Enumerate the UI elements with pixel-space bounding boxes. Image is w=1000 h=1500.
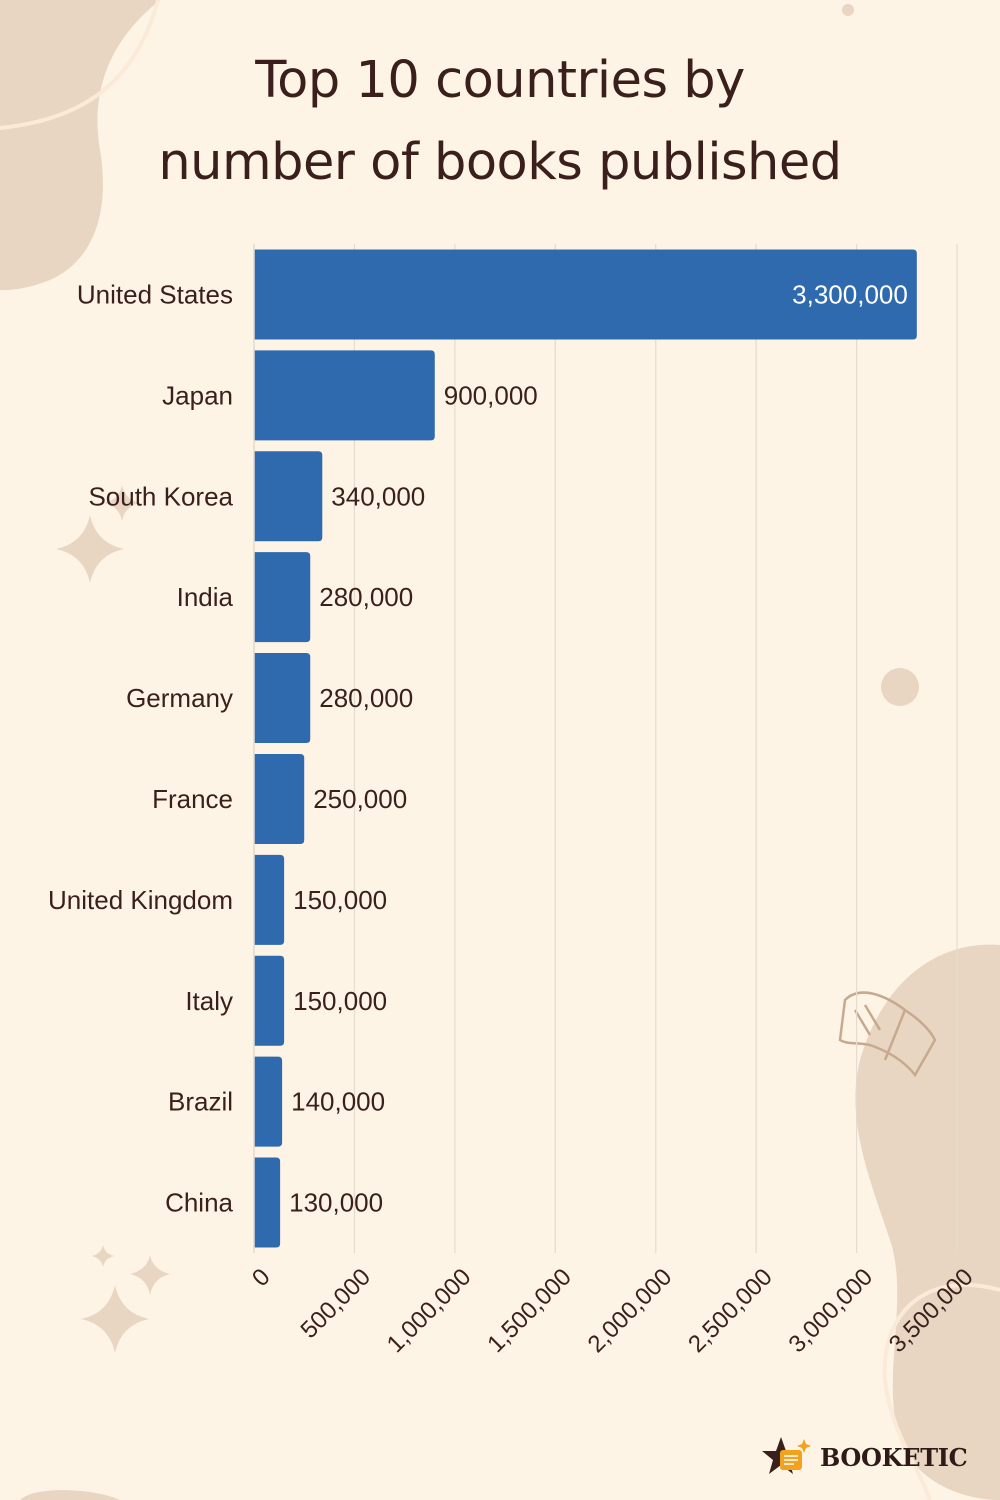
sparkle-icon-left (56, 485, 140, 583)
category-label: Italy (185, 986, 233, 1016)
data-label: 150,000 (293, 885, 387, 915)
data-label: 130,000 (289, 1188, 383, 1218)
category-label: India (177, 582, 234, 612)
chart-title: Top 10 countries by number of books publ… (0, 40, 1000, 204)
bar (254, 955, 285, 1046)
data-label: 900,000 (444, 380, 538, 410)
chart-title-line-1: Top 10 countries by (255, 51, 745, 110)
bottom-left-blob (20, 1490, 120, 1500)
book-icon-decoration (838, 991, 937, 1078)
category-label: South Korea (88, 481, 233, 511)
bottom-right-blob (855, 944, 1000, 1500)
data-label: 340,000 (331, 481, 425, 511)
bar (254, 1157, 281, 1248)
category-label: Germany (126, 683, 233, 713)
data-label: 150,000 (293, 986, 387, 1016)
bar (254, 653, 311, 744)
star-book-icon (762, 1437, 811, 1474)
bar (254, 451, 323, 542)
bottom-right-arc-line (882, 1282, 1000, 1500)
bar (254, 552, 311, 643)
decorative-dot (881, 668, 919, 706)
category-label: United States (77, 279, 233, 309)
category-label: Brazil (168, 1087, 233, 1117)
x-tick-label: 500,000 (296, 1263, 376, 1343)
bar (254, 854, 285, 945)
data-label: 280,000 (319, 582, 413, 612)
brand-logo: BOOKETIC (762, 1435, 968, 1479)
x-tick-label: 1,000,000 (382, 1263, 477, 1358)
chart-title-line-2: number of books published (158, 133, 842, 192)
x-tick-label: 2,000,000 (583, 1263, 678, 1358)
category-label: France (152, 784, 233, 814)
top-right-dot (842, 4, 854, 16)
category-label: Japan (162, 380, 233, 410)
x-tick-label: 0 (247, 1263, 276, 1292)
brand-name: BOOKETIC (820, 1442, 968, 1472)
data-label: 140,000 (291, 1087, 385, 1117)
x-tick-label: 2,500,000 (683, 1263, 778, 1358)
x-tick-label: 3,000,000 (784, 1263, 879, 1358)
bar (254, 350, 435, 441)
data-label: 3,300,000 (792, 279, 908, 309)
data-label: 280,000 (319, 683, 413, 713)
bar (254, 1056, 283, 1147)
top-left-arc-line (0, 0, 160, 130)
top-left-blob (0, 0, 160, 291)
x-tick-label: 3,500,000 (884, 1263, 979, 1358)
sparkle-icon-bottom (81, 1245, 170, 1353)
bar (254, 249, 917, 340)
category-label: United Kingdom (48, 885, 233, 915)
data-label: 250,000 (313, 784, 407, 814)
x-tick-label: 1,500,000 (482, 1263, 577, 1358)
bar (254, 753, 305, 844)
category-label: China (165, 1188, 233, 1218)
